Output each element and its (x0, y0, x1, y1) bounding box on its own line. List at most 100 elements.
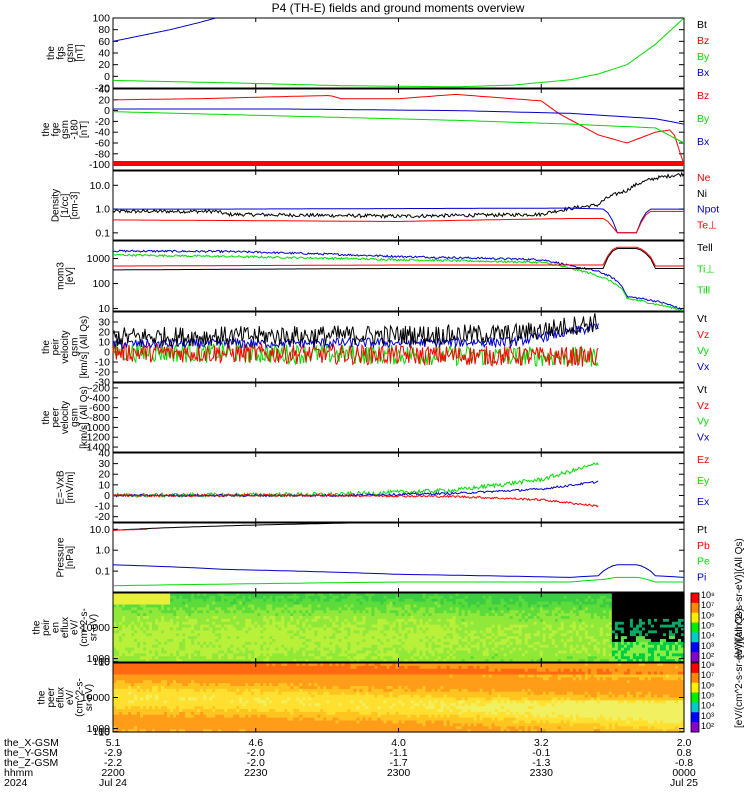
y-tick-label: 100 (92, 278, 110, 290)
y-axis-label: [1/cc] (60, 193, 71, 217)
y-tick-label: 10000 (81, 692, 110, 704)
series-pb-line (113, 528, 148, 531)
y-tick-label: -600 (89, 402, 110, 414)
legend-entry: By (697, 51, 710, 63)
legend-entry: Pe (697, 556, 710, 568)
y-axis-label: Pressure (55, 537, 66, 577)
series-tell-line (113, 248, 684, 271)
legend-entry: Till (697, 285, 710, 297)
y-axis-label: the (32, 620, 43, 634)
y-tick-label: 40 (98, 448, 110, 460)
y-tick-label: -20 (95, 511, 110, 523)
panel-2: 40200-20-40-60-80-100thefgegsm-180[nT]Bz… (41, 84, 710, 172)
colorbar-tick-label: 10⁶ (701, 610, 715, 620)
series-by-line (112, 111, 685, 144)
legend-entry: Pi (697, 571, 706, 583)
series-bx-line (112, 17, 216, 42)
y-axis-label: peer (46, 687, 57, 708)
y-tick-label: 0 (104, 490, 110, 502)
series-te⊥-line (113, 246, 684, 267)
y-tick-label: 10 (98, 656, 110, 668)
x-tick-label: -2.0 (247, 757, 265, 769)
y-axis-label: [km/s] (All Qs) (79, 386, 90, 449)
legend-entry: Vz (697, 329, 709, 341)
y-axis-label: the (41, 122, 52, 136)
series-ti⊥-line (112, 249, 685, 312)
y-tick-label: -10 (95, 501, 110, 513)
legend-entry: Ti⊥ (697, 263, 715, 275)
y-axis-label: -180 (70, 119, 81, 139)
quality-flag-bar (113, 161, 684, 166)
y-tick-label: -80 (95, 148, 110, 160)
y-axis-label: [nT] (79, 121, 90, 138)
y-tick-label: 0.1 (95, 227, 110, 239)
x-row-label: 2024 (4, 777, 28, 789)
series-pi-line (112, 564, 685, 578)
y-tick-label: 10.0 (90, 524, 111, 536)
y-tick-label: 10 (98, 726, 110, 738)
y-axis-label: gsm (70, 408, 81, 427)
colorbar-label: [eV/(cm^2-s-sr-eV)](All Qs) (734, 538, 745, 658)
y-axis-label: [eV] (65, 267, 76, 285)
y-axis-label: eV/ (70, 620, 81, 635)
y-axis-label: gsm (70, 338, 81, 357)
panel-frame (112, 452, 685, 523)
y-axis-label: (cm^2-s- (74, 678, 85, 717)
colorbar-tick-label: 10³ (701, 711, 714, 721)
x-tick-label: 0000 (672, 767, 696, 779)
x-tick-label: 4.6 (248, 737, 263, 749)
panel-4: 1000 100 10 mom3[eV] Tell Ti⊥ Till (55, 240, 715, 315)
y-tick-label: -30 (95, 377, 110, 389)
series-ni-line (112, 171, 685, 220)
y-tick-label: -100 (89, 159, 110, 171)
x-row-label: the_Z-GSM (4, 757, 58, 769)
y-tick-label: 80 (98, 24, 110, 36)
y-axis-label: sr-eV) (89, 614, 100, 641)
y-tick-label: 20 (98, 59, 110, 71)
y-tick-label: 10 (98, 303, 110, 315)
x-row-label: hhmm (4, 767, 33, 779)
y-tick-label: -20 (95, 116, 110, 128)
panel-6: -200-400-600-800-1000-1200-1400 thepeerve… (41, 382, 710, 453)
legend-entry: Te⊥ (697, 219, 717, 231)
legend-entry: Pt (697, 524, 707, 536)
y-tick-label: 1.0 (95, 545, 110, 557)
y-tick-label: 10000 (81, 622, 110, 634)
y-tick-label: 1.0 (95, 204, 110, 216)
x-row-label: the_Y-GSM (4, 747, 58, 759)
y-axis-label: (cm^2-s- (79, 608, 90, 647)
legend-entry: Vx (697, 361, 710, 373)
legend-entry: Vy (697, 345, 710, 357)
panel-frame (112, 17, 685, 89)
series-by-line (112, 17, 685, 88)
y-tick-label: -60 (95, 138, 110, 150)
y-axis-label: velocity (60, 401, 71, 434)
y-tick-label: -800 (89, 412, 110, 424)
y-axis-label: the (36, 690, 47, 704)
x-tick-label: 2330 (530, 767, 554, 779)
colorbar-tick-label: 10⁶ (701, 680, 715, 690)
y-axis-label: the (41, 340, 52, 354)
panel-frame (112, 88, 685, 171)
legend-entry: Pb (697, 540, 710, 552)
y-axis-label: eflux (60, 617, 71, 638)
colorbar-tick-label: 10⁴ (701, 701, 715, 711)
y-tick-label: 1000 (87, 653, 111, 665)
y-tick-label: -200 (89, 382, 110, 394)
panel-8: 10.0 1.0 0.1 Pressure[nPa] Pt Pb Pe Pi (55, 522, 710, 593)
x-tick-label: Jul 24 (99, 777, 127, 789)
y-tick-label: 10.0 (90, 180, 111, 192)
legend-entry: Ne (697, 172, 711, 184)
y-axis-label: peir (51, 338, 62, 355)
y-tick-label: 40 (98, 48, 110, 60)
colorbar-tick-label: 10⁴ (701, 631, 715, 641)
y-tick-label: 0.1 (95, 566, 110, 578)
colorbar-tick-label: 10⁵ (701, 621, 715, 631)
